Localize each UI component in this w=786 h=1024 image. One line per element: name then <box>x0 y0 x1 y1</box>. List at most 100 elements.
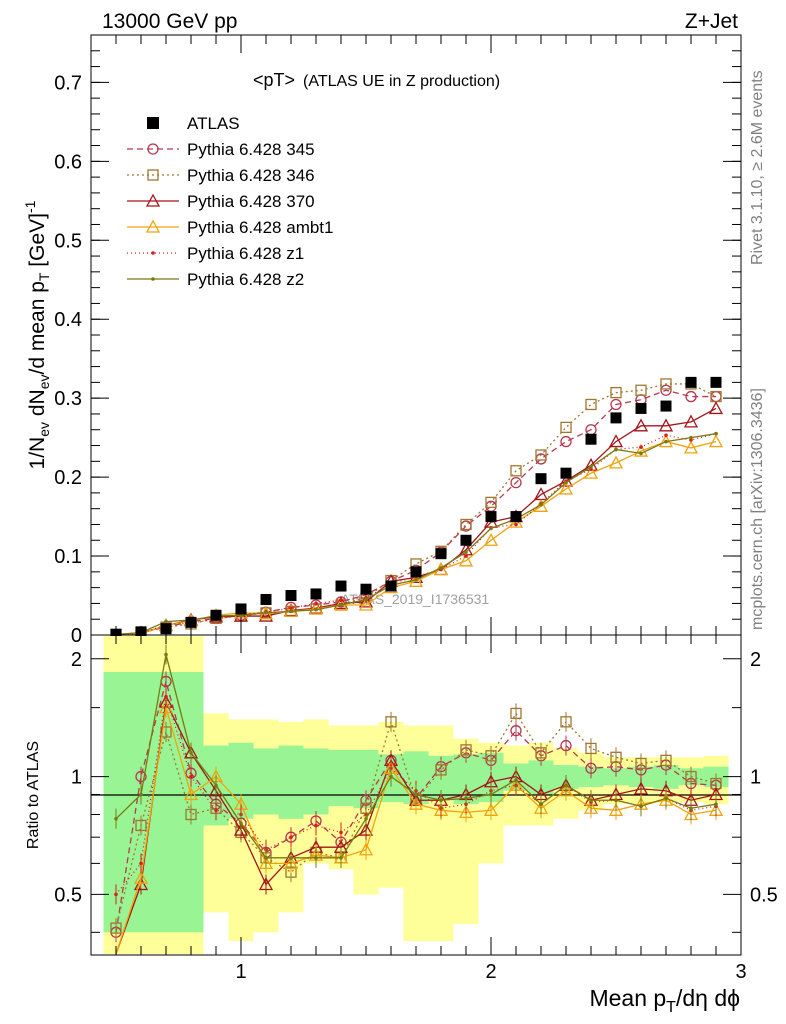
y-tick-label: 0.2 <box>54 467 82 489</box>
legend-entry: Pythia 6.428 345 <box>127 140 315 159</box>
ratio-marker <box>185 808 197 821</box>
ratio-marker <box>385 716 397 728</box>
ratio-marker <box>239 821 243 826</box>
legend-marker <box>147 143 159 155</box>
atlas-data-point <box>335 580 347 592</box>
x-axis-title: Mean pT/dη dϕ <box>589 985 740 1016</box>
ratio-marker <box>660 754 672 767</box>
ratio-marker <box>483 802 499 816</box>
series-marker <box>614 447 618 452</box>
ratio-marker <box>439 798 443 803</box>
legend-entry: Pythia 6.428 370 <box>127 192 315 211</box>
series-marker <box>664 433 668 438</box>
series-marker <box>289 606 293 610</box>
ratio-marker <box>689 806 693 811</box>
atlas-data-point <box>260 593 272 605</box>
ratio-marker <box>258 856 274 870</box>
ratio-y-tick-label-right: 2 <box>750 649 761 671</box>
legend-label: Pythia 6.428 z1 <box>187 244 304 263</box>
ratio-marker <box>158 700 174 714</box>
legend-marker <box>151 277 155 281</box>
stat-band <box>653 765 679 789</box>
ratio-marker <box>264 856 268 860</box>
series-marker <box>258 608 274 622</box>
atlas-data-point <box>285 590 297 602</box>
series-marker <box>464 554 468 558</box>
series-marker <box>633 418 649 432</box>
series-marker <box>583 465 599 479</box>
ratio-marker <box>408 796 424 810</box>
plot-title-sub: (ATLAS UE in Z production) <box>303 73 500 90</box>
ratio-marker <box>485 750 497 762</box>
x-tick-label: 1 <box>235 961 246 983</box>
series-marker <box>560 435 572 448</box>
ratio-marker <box>364 816 368 821</box>
ratio-marker <box>289 856 293 860</box>
y-tick-label: 0 <box>71 625 82 647</box>
ratio-marker <box>189 774 193 779</box>
ratio-marker <box>539 802 543 806</box>
series-marker <box>358 594 374 608</box>
series-marker <box>639 451 643 456</box>
ratio-marker <box>589 798 593 803</box>
plot-title-main: <pT> <box>253 70 295 90</box>
x-tick-label: 3 <box>735 961 746 983</box>
series-marker <box>535 449 547 461</box>
ratio-marker <box>610 751 622 763</box>
ratio-marker <box>458 805 474 819</box>
ratio-marker <box>110 922 122 934</box>
ratio-marker <box>585 762 597 774</box>
ratio-marker <box>514 778 518 782</box>
legend: ATLAS Pythia 6.428 345 Pythia 6.428 346 Pyt… <box>127 114 333 289</box>
series-marker <box>339 603 343 607</box>
series-marker <box>714 431 718 436</box>
legend-entry: Pythia 6.428 z1 <box>127 244 304 263</box>
ratio-marker <box>139 861 143 866</box>
ratio-marker <box>460 744 472 756</box>
series-marker <box>633 443 649 457</box>
analysis-watermark: ATLAS_2019_I1736531 <box>341 591 490 607</box>
series-marker <box>708 434 724 448</box>
series-marker <box>610 386 622 399</box>
atlas-data-point <box>460 534 472 546</box>
ratio-marker <box>135 770 147 783</box>
ratio-marker <box>133 870 149 884</box>
series-pythia-6-428-ambt1 <box>108 434 724 641</box>
series-marker <box>414 577 418 582</box>
series-marker <box>364 597 368 602</box>
atlas-data-point <box>235 603 247 615</box>
series-marker <box>485 496 497 509</box>
ratio-marker <box>583 800 599 814</box>
stat-band <box>603 768 629 786</box>
mcplots-label: mcplots.cern.ch [arXiv:1306.3436] <box>749 388 766 630</box>
ratio-marker <box>114 816 118 821</box>
series-marker <box>458 553 474 567</box>
series-marker <box>664 439 668 444</box>
ratio-marker <box>510 725 522 737</box>
legend-entry-atlas: ATLAS <box>147 114 240 133</box>
ratio-marker <box>139 792 143 797</box>
ratio-marker <box>558 783 574 797</box>
y-tick-label: 0.1 <box>54 546 82 568</box>
ratio-marker <box>258 877 274 891</box>
ratio-plot: 0.5 0.5 1 1 2 2 1 2 3 <box>54 634 778 983</box>
series-marker <box>639 445 643 449</box>
ratio-marker <box>435 764 447 776</box>
ratio-marker <box>639 804 643 809</box>
series-marker <box>658 418 674 432</box>
ratio-series-pythia-6-428-z2 <box>114 644 718 868</box>
legend-marker <box>145 193 161 207</box>
y-axis-label: 1/Nev dNev/d mean pT [GeV]-1 <box>22 200 52 469</box>
legend-label: Pythia 6.428 345 <box>187 140 315 159</box>
atlas-data-point <box>185 616 197 628</box>
series-marker <box>333 596 349 610</box>
ratio-y-tick-label: 2 <box>71 649 82 671</box>
series-marker <box>560 421 572 434</box>
ratio-marker <box>489 792 493 797</box>
y-tick-label: 0.6 <box>54 151 82 173</box>
series-marker <box>514 522 518 527</box>
ratio-marker <box>464 796 468 801</box>
ratio-marker <box>635 757 647 770</box>
ratio-marker <box>585 742 597 755</box>
series-marker <box>460 518 472 531</box>
